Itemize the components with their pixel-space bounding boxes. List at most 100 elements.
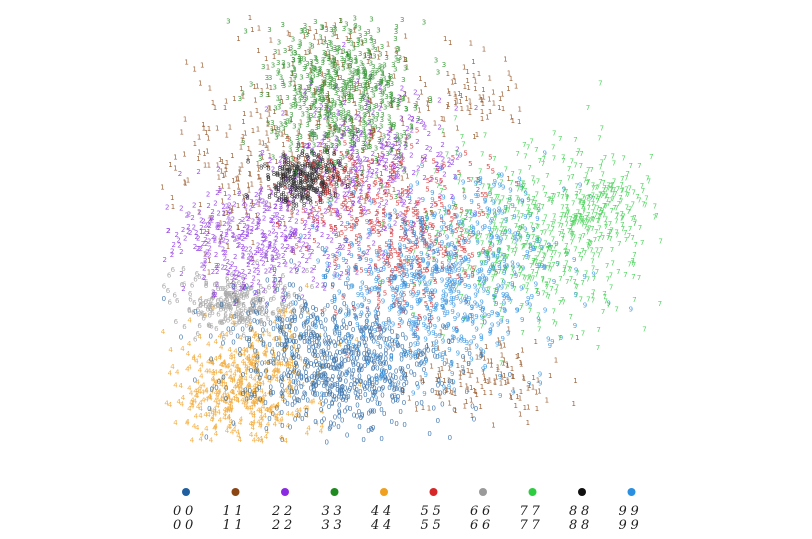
point: 4: [179, 382, 184, 390]
point: 1: [247, 212, 251, 220]
point: 6: [232, 299, 237, 307]
point: 4: [265, 367, 270, 375]
point: 0: [467, 360, 471, 368]
point: 4: [291, 369, 296, 377]
point: 6: [299, 309, 304, 317]
point: 4: [236, 383, 241, 391]
point: 1: [333, 30, 337, 38]
point: 6: [220, 319, 225, 327]
point: 3: [350, 84, 354, 92]
point: 9: [467, 283, 471, 291]
point: 4: [190, 437, 195, 445]
point: 0: [378, 343, 382, 351]
point: 0: [370, 382, 374, 390]
point: 0: [295, 363, 299, 371]
point: 6: [258, 298, 263, 306]
point: 5: [360, 173, 364, 181]
point: 9: [447, 346, 451, 354]
point: 7: [631, 273, 635, 281]
point: 0: [269, 389, 273, 397]
point: 6: [229, 304, 234, 312]
point: 0: [323, 375, 327, 383]
point: 4: [180, 400, 185, 408]
point: 1: [407, 97, 411, 105]
point: 9: [426, 290, 430, 298]
point: 0: [317, 379, 321, 387]
point: 1: [306, 212, 310, 220]
point: 9: [419, 231, 423, 239]
point: 1: [265, 117, 269, 125]
point: 0: [261, 341, 265, 349]
point: 4: [213, 423, 218, 431]
point: 6: [226, 303, 231, 311]
point: 0: [315, 361, 319, 369]
point: 9: [365, 306, 369, 314]
point: 4: [280, 391, 285, 399]
point: 4: [218, 368, 223, 376]
point: 3: [367, 106, 371, 114]
point: 6: [214, 325, 219, 333]
point: 6: [199, 301, 204, 309]
point: 6: [237, 298, 242, 306]
point: 0: [358, 377, 362, 385]
point: 4: [239, 381, 244, 389]
point: 4: [253, 352, 258, 360]
point: 4: [285, 361, 290, 369]
point: 9: [343, 350, 347, 358]
point: 4: [265, 406, 270, 414]
point: 1: [554, 356, 558, 364]
point: 4: [255, 332, 260, 340]
point: 1: [489, 389, 493, 397]
point: 1: [342, 119, 346, 127]
point: 0: [326, 339, 330, 347]
point: 6: [281, 272, 286, 280]
point: 0: [382, 410, 386, 418]
point: 0: [433, 353, 437, 361]
point: 1: [269, 188, 273, 196]
point: 3: [310, 43, 314, 51]
point: 6: [218, 318, 223, 326]
point: 3: [337, 110, 341, 118]
point: 7: [528, 307, 532, 315]
point: 6: [279, 317, 284, 325]
point: 0: [349, 374, 353, 382]
point: 4: [240, 397, 245, 405]
point: 9: [413, 340, 417, 348]
point: 3: [324, 26, 328, 34]
point: 9: [520, 316, 524, 324]
point: 4: [194, 412, 199, 420]
point: 1: [328, 53, 332, 61]
point: 0: [314, 382, 318, 390]
point: 1: [496, 337, 500, 345]
point: 0: [249, 391, 253, 399]
point: 0: [336, 365, 340, 373]
point: 5: [304, 174, 308, 182]
point: 6: [276, 306, 281, 314]
point: 0: [267, 415, 271, 423]
point: 0: [284, 336, 288, 344]
point: 1: [400, 175, 404, 183]
point: 1: [466, 385, 470, 393]
point: 4: [193, 388, 198, 396]
point: 0: [381, 384, 385, 392]
point: 1: [207, 125, 211, 133]
point: 4: [252, 419, 257, 427]
point: 3: [382, 74, 386, 82]
point: 6: [196, 330, 201, 338]
point: 1: [310, 168, 314, 176]
point: 6: [220, 303, 225, 311]
point: 1: [290, 70, 294, 78]
point: 1: [379, 170, 383, 178]
point: 3: [404, 142, 408, 150]
point: 1: [468, 343, 472, 351]
point: 1: [344, 205, 348, 213]
point: 6: [282, 286, 287, 294]
point: 9: [456, 350, 460, 358]
point: 8: [246, 158, 250, 166]
point: 9: [453, 315, 457, 323]
point: 1: [324, 94, 328, 102]
point: 4: [234, 363, 239, 371]
point: 3: [226, 17, 230, 25]
point: 1: [401, 387, 405, 395]
point: 0: [357, 367, 361, 375]
